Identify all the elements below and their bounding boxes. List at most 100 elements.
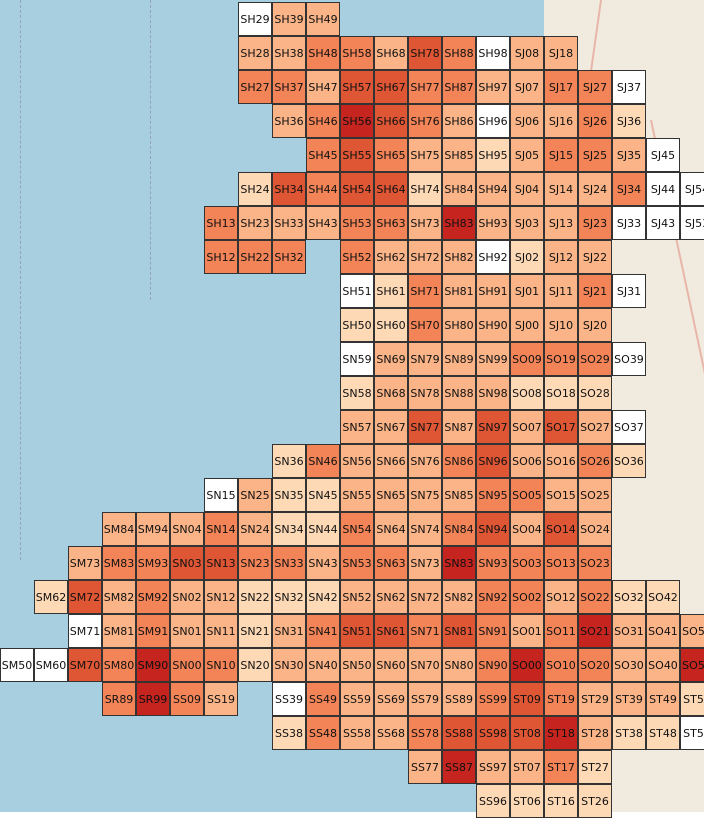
grid-square-sn42[interactable]: SN42 (306, 580, 340, 614)
grid-square-sn92[interactable]: SN92 (476, 580, 510, 614)
grid-square-sm81[interactable]: SM81 (102, 614, 136, 648)
grid-square-sj54[interactable]: SJ54 (680, 172, 704, 206)
grid-square-sn67[interactable]: SN67 (374, 410, 408, 444)
grid-square-sj24[interactable]: SJ24 (578, 172, 612, 206)
grid-square-sn57[interactable]: SN57 (340, 410, 374, 444)
grid-square-st09[interactable]: ST09 (510, 682, 544, 716)
grid-square-ss96[interactable]: SS96 (476, 784, 510, 818)
grid-square-ss39[interactable]: SS39 (272, 682, 306, 716)
grid-square-sn24[interactable]: SN24 (238, 512, 272, 546)
grid-square-sj17[interactable]: SJ17 (544, 70, 578, 104)
grid-square-st38[interactable]: ST38 (612, 716, 646, 750)
grid-square-sn91[interactable]: SN91 (476, 614, 510, 648)
grid-square-sn72[interactable]: SN72 (408, 580, 442, 614)
grid-square-st59[interactable]: ST59 (680, 682, 704, 716)
grid-square-sn21[interactable]: SN21 (238, 614, 272, 648)
grid-square-ss19[interactable]: SS19 (204, 682, 238, 716)
grid-square-sj35[interactable]: SJ35 (612, 138, 646, 172)
grid-square-sn79[interactable]: SN79 (408, 342, 442, 376)
grid-square-sn74[interactable]: SN74 (408, 512, 442, 546)
grid-square-sh86[interactable]: SH86 (442, 104, 476, 138)
grid-square-so20[interactable]: SO20 (578, 648, 612, 682)
grid-square-so40[interactable]: SO40 (646, 648, 680, 682)
grid-square-sj14[interactable]: SJ14 (544, 172, 578, 206)
grid-square-so41[interactable]: SO41 (646, 614, 680, 648)
grid-square-so07[interactable]: SO07 (510, 410, 544, 444)
grid-square-sn36[interactable]: SN36 (272, 444, 306, 478)
grid-square-sj23[interactable]: SJ23 (578, 206, 612, 240)
grid-square-sn50[interactable]: SN50 (340, 648, 374, 682)
grid-square-sh70[interactable]: SH70 (408, 308, 442, 342)
grid-square-sh95[interactable]: SH95 (476, 138, 510, 172)
grid-square-sh98[interactable]: SH98 (476, 36, 510, 70)
grid-square-sn95[interactable]: SN95 (476, 478, 510, 512)
grid-square-sn63[interactable]: SN63 (374, 546, 408, 580)
grid-square-st19[interactable]: ST19 (544, 682, 578, 716)
grid-square-so36[interactable]: SO36 (612, 444, 646, 478)
grid-square-ss59[interactable]: SS59 (340, 682, 374, 716)
grid-square-sn93[interactable]: SN93 (476, 546, 510, 580)
grid-square-sn46[interactable]: SN46 (306, 444, 340, 478)
grid-square-sn85[interactable]: SN85 (442, 478, 476, 512)
grid-square-st06[interactable]: ST06 (510, 784, 544, 818)
grid-square-sn73[interactable]: SN73 (408, 546, 442, 580)
grid-square-sn98[interactable]: SN98 (476, 376, 510, 410)
grid-square-sj53[interactable]: SJ53 (680, 206, 704, 240)
grid-square-sm62[interactable]: SM62 (34, 580, 68, 614)
grid-square-sh36[interactable]: SH36 (272, 104, 306, 138)
grid-square-so51[interactable]: SO51 (680, 614, 704, 648)
grid-square-sj05[interactable]: SJ05 (510, 138, 544, 172)
grid-square-ss48[interactable]: SS48 (306, 716, 340, 750)
grid-square-ss78[interactable]: SS78 (408, 716, 442, 750)
grid-square-sn20[interactable]: SN20 (238, 648, 272, 682)
grid-square-sh53[interactable]: SH53 (340, 206, 374, 240)
grid-square-sn78[interactable]: SN78 (408, 376, 442, 410)
grid-square-sm73[interactable]: SM73 (68, 546, 102, 580)
grid-square-sn11[interactable]: SN11 (204, 614, 238, 648)
grid-square-st07[interactable]: ST07 (510, 750, 544, 784)
grid-square-st16[interactable]: ST16 (544, 784, 578, 818)
grid-square-sh56[interactable]: SH56 (340, 104, 374, 138)
grid-square-ss49[interactable]: SS49 (306, 682, 340, 716)
grid-square-sm50[interactable]: SM50 (0, 648, 34, 682)
grid-square-sh65[interactable]: SH65 (374, 138, 408, 172)
grid-square-sh12[interactable]: SH12 (204, 240, 238, 274)
grid-square-sh48[interactable]: SH48 (306, 36, 340, 70)
grid-square-sn34[interactable]: SN34 (272, 512, 306, 546)
grid-square-sn65[interactable]: SN65 (374, 478, 408, 512)
grid-square-sn33[interactable]: SN33 (272, 546, 306, 580)
grid-square-sn87[interactable]: SN87 (442, 410, 476, 444)
grid-square-so13[interactable]: SO13 (544, 546, 578, 580)
grid-square-sj00[interactable]: SJ00 (510, 308, 544, 342)
grid-square-so10[interactable]: SO10 (544, 648, 578, 682)
grid-square-sh27[interactable]: SH27 (238, 70, 272, 104)
grid-square-sn82[interactable]: SN82 (442, 580, 476, 614)
grid-square-sn53[interactable]: SN53 (340, 546, 374, 580)
grid-square-sn97[interactable]: SN97 (476, 410, 510, 444)
grid-square-sn84[interactable]: SN84 (442, 512, 476, 546)
grid-square-sn68[interactable]: SN68 (374, 376, 408, 410)
grid-square-so16[interactable]: SO16 (544, 444, 578, 478)
grid-square-sn35[interactable]: SN35 (272, 478, 306, 512)
grid-square-sn90[interactable]: SN90 (476, 648, 510, 682)
grid-square-ss79[interactable]: SS79 (408, 682, 442, 716)
grid-square-sj33[interactable]: SJ33 (612, 206, 646, 240)
grid-square-sj25[interactable]: SJ25 (578, 138, 612, 172)
grid-square-ss89[interactable]: SS89 (442, 682, 476, 716)
grid-square-sh66[interactable]: SH66 (374, 104, 408, 138)
grid-square-sn99[interactable]: SN99 (476, 342, 510, 376)
grid-square-sn69[interactable]: SN69 (374, 342, 408, 376)
grid-square-st58[interactable]: ST58 (680, 716, 704, 750)
grid-square-sn12[interactable]: SN12 (204, 580, 238, 614)
grid-square-sn62[interactable]: SN62 (374, 580, 408, 614)
grid-square-ss68[interactable]: SS68 (374, 716, 408, 750)
grid-square-so28[interactable]: SO28 (578, 376, 612, 410)
grid-square-sn89[interactable]: SN89 (442, 342, 476, 376)
grid-square-sh38[interactable]: SH38 (272, 36, 306, 70)
grid-square-sj18[interactable]: SJ18 (544, 36, 578, 70)
grid-square-sn51[interactable]: SN51 (340, 614, 374, 648)
grid-square-sh54[interactable]: SH54 (340, 172, 374, 206)
grid-square-sn70[interactable]: SN70 (408, 648, 442, 682)
grid-square-sh77[interactable]: SH77 (408, 70, 442, 104)
